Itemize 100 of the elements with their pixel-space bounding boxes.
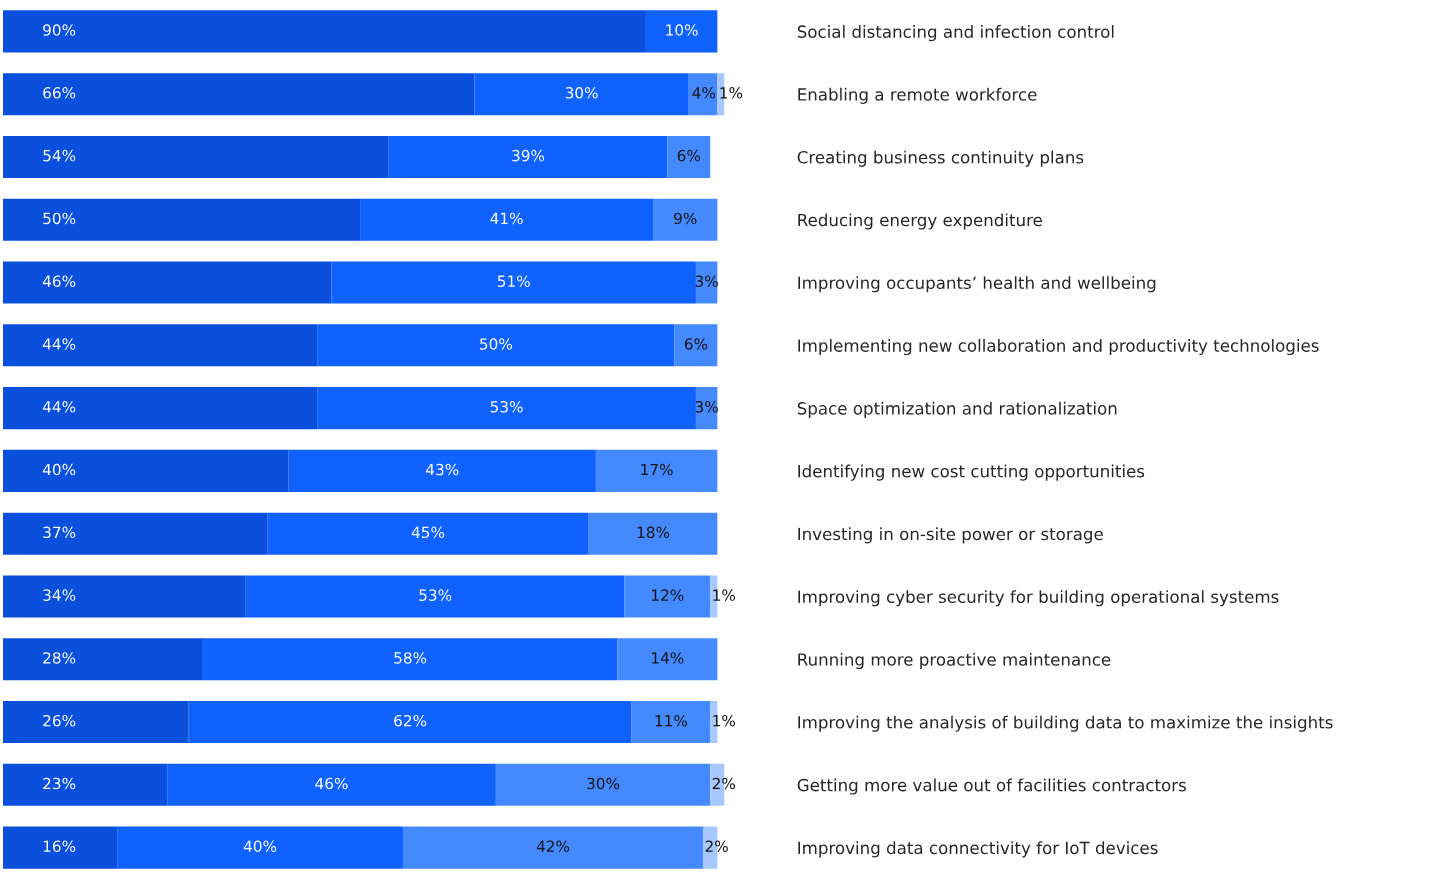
bar bbox=[288, 449, 596, 492]
data-label: 46% bbox=[315, 777, 348, 790]
bar bbox=[653, 198, 718, 241]
y-tick-label: Running more proactive maintenance bbox=[798, 652, 1111, 670]
data-label: 43% bbox=[426, 463, 459, 476]
bar bbox=[331, 261, 696, 304]
bar bbox=[167, 763, 496, 806]
data-label: 44% bbox=[42, 338, 76, 350]
bar bbox=[2, 73, 475, 116]
y-tick-label: Improving the analysis of building data to maximize the insights bbox=[798, 715, 1333, 732]
data-label: 1% bbox=[713, 589, 736, 601]
data-label: 46% bbox=[42, 275, 76, 287]
bar bbox=[2, 198, 361, 241]
data-label: 2% bbox=[705, 840, 728, 853]
bar bbox=[617, 638, 718, 681]
data-label: 30% bbox=[565, 87, 598, 99]
bar bbox=[267, 512, 589, 555]
y-tick-label: Implementing new collaboration and productivity technologies bbox=[798, 338, 1319, 356]
bar bbox=[2, 575, 246, 618]
bar bbox=[645, 10, 718, 53]
data-label: 41% bbox=[490, 212, 523, 225]
bar bbox=[245, 575, 625, 618]
bar bbox=[360, 198, 654, 241]
data-label: 14% bbox=[652, 652, 684, 664]
data-label: 40% bbox=[42, 463, 76, 476]
data-label: 39% bbox=[512, 149, 545, 162]
data-label: 90% bbox=[43, 24, 76, 36]
bar bbox=[667, 135, 711, 178]
data-label: 16% bbox=[43, 840, 76, 853]
data-label: 3% bbox=[695, 400, 718, 413]
data-label: 50% bbox=[43, 212, 76, 225]
y-tick-label: Improving cyber security for building operational systems bbox=[798, 590, 1279, 607]
data-label: 58% bbox=[394, 652, 427, 664]
data-label: 37% bbox=[43, 526, 76, 539]
bar bbox=[474, 73, 689, 116]
bar bbox=[2, 638, 203, 681]
data-label: 26% bbox=[43, 714, 76, 727]
bar bbox=[588, 512, 718, 555]
bar bbox=[2, 701, 189, 744]
y-tick-label: Reducing energy expenditure bbox=[798, 213, 1042, 230]
y-tick-label: Social distancing and infection control bbox=[797, 25, 1114, 42]
data-label: 10% bbox=[666, 24, 698, 36]
data-label: 1% bbox=[713, 714, 736, 727]
data-label: 30% bbox=[587, 777, 620, 790]
bar bbox=[2, 512, 268, 555]
bar bbox=[695, 387, 718, 430]
y-tick-label: Improving data connectivity for IoT devices bbox=[798, 841, 1158, 858]
data-label: 45% bbox=[411, 526, 445, 539]
data-label: 62% bbox=[394, 714, 427, 727]
y-tick-label: Space optimization and rationalization bbox=[797, 401, 1117, 418]
data-label: 42% bbox=[536, 840, 570, 853]
data-label: 23% bbox=[43, 777, 76, 790]
bar bbox=[695, 261, 718, 304]
data-label: 2% bbox=[712, 777, 736, 790]
data-label: 18% bbox=[637, 526, 670, 539]
y-tick-label: Investing in on-site power or storage bbox=[798, 527, 1103, 544]
data-label: 53% bbox=[419, 589, 452, 601]
bar bbox=[2, 10, 646, 53]
bar bbox=[402, 826, 704, 869]
data-label: 66% bbox=[43, 87, 76, 99]
data-label: 50% bbox=[480, 338, 512, 350]
bar bbox=[388, 135, 668, 178]
bar bbox=[495, 763, 711, 806]
bar bbox=[202, 638, 618, 681]
data-label: 12% bbox=[652, 589, 684, 601]
data-label: 4% bbox=[692, 87, 716, 99]
bar bbox=[2, 449, 289, 492]
y-tick-label: Improving occupants’ health and wellbeing bbox=[798, 276, 1156, 293]
bar bbox=[117, 826, 403, 869]
bar bbox=[2, 387, 318, 430]
data-label: 34% bbox=[43, 589, 76, 601]
data-label: 6% bbox=[677, 149, 701, 162]
data-label: 3% bbox=[695, 275, 718, 287]
y-tick-label: Identifying new cost cutting opportunities bbox=[798, 464, 1145, 481]
bar bbox=[317, 324, 675, 367]
bar bbox=[688, 73, 718, 116]
data-label: 51% bbox=[497, 275, 530, 287]
data-label: 40% bbox=[243, 840, 277, 853]
y-tick-label: Getting more value out of facilities contractors bbox=[797, 778, 1186, 795]
y-tick-label: Enabling a remote workforce bbox=[798, 87, 1037, 104]
bar bbox=[188, 701, 632, 744]
bar bbox=[2, 826, 118, 869]
data-label: 54% bbox=[43, 149, 76, 162]
data-label: 11% bbox=[655, 714, 688, 727]
bar bbox=[674, 324, 718, 367]
bar bbox=[595, 449, 718, 492]
bar bbox=[2, 261, 332, 304]
y-tick-label: Creating business continuity plans bbox=[797, 150, 1084, 167]
data-label: 6% bbox=[684, 338, 708, 350]
bar bbox=[631, 701, 711, 744]
bar bbox=[2, 763, 168, 806]
data-label: 28% bbox=[43, 652, 76, 664]
bar bbox=[317, 387, 696, 430]
data-label: 9% bbox=[674, 212, 697, 225]
data-label: 44% bbox=[42, 400, 76, 413]
data-label: 17% bbox=[641, 463, 673, 476]
bar bbox=[2, 324, 318, 367]
data-label: 1% bbox=[720, 87, 743, 99]
data-label: 53% bbox=[490, 400, 523, 413]
bar bbox=[624, 575, 711, 618]
